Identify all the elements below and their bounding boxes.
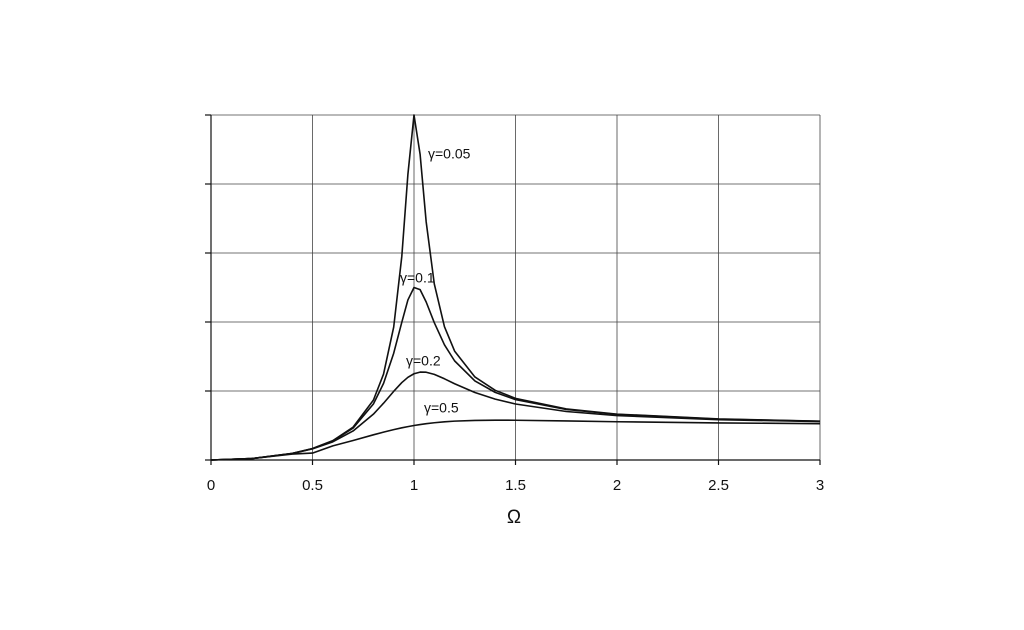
- curve-label: γ=0.5: [424, 400, 459, 416]
- x-axis-label: Ω: [507, 507, 521, 528]
- curve: [210, 371, 821, 461]
- x-tick-label: 1.5: [505, 477, 526, 494]
- x-tick-label: 0.5: [302, 477, 323, 494]
- curve-label: γ=0.2: [406, 353, 441, 369]
- curve-label: γ=0.05: [428, 146, 471, 162]
- x-tick-label: 2.5: [708, 477, 729, 494]
- curve: [210, 419, 821, 461]
- x-tick-label: 0: [207, 477, 215, 494]
- curve-label: γ=0.1: [400, 270, 435, 286]
- x-tick-label: 2: [613, 477, 621, 494]
- x-tick-label: 3: [816, 477, 824, 494]
- x-tick-label: 1: [410, 477, 418, 494]
